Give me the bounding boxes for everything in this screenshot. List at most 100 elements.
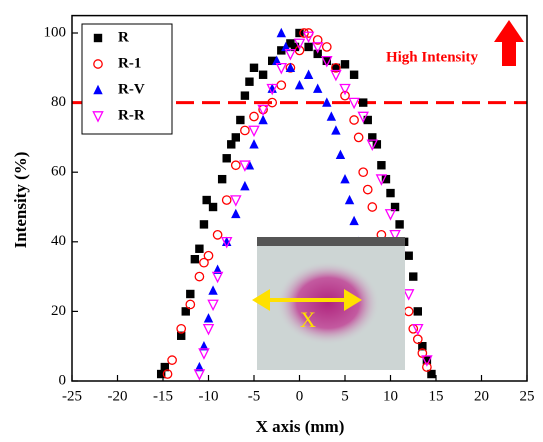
point [412,323,424,336]
point [258,114,268,125]
point [258,70,268,79]
point [321,55,333,68]
point [363,115,372,125]
point [199,220,209,229]
y-tick-label: 40 [51,233,66,249]
point [285,62,296,72]
point [312,35,323,45]
point [357,111,369,124]
inset-photo [252,237,405,370]
point [208,202,218,212]
point [313,83,323,93]
point [331,125,341,135]
point [302,31,315,44]
point [418,342,427,351]
point [199,257,209,268]
point [277,46,286,55]
inset-label: X [300,307,316,332]
point [231,208,241,219]
point [331,62,341,73]
point [199,341,209,351]
x-tick-label: -15 [153,388,173,404]
point [362,184,373,195]
point [366,139,379,152]
point [212,229,223,240]
point [331,63,341,72]
point [284,49,297,61]
point [211,271,224,284]
point [240,125,250,136]
point [372,140,382,149]
x-axis-title: X axis (mm) [256,417,345,436]
point [281,41,291,52]
point [340,60,350,69]
point [221,195,232,205]
point [230,160,241,171]
point [193,369,206,381]
point [330,69,342,82]
y-axis-title: Intensity (%) [11,152,30,249]
point [195,244,204,253]
point [249,63,259,72]
point [203,313,214,323]
point [245,77,254,86]
point [384,209,397,221]
point [321,42,332,52]
point [348,97,360,110]
point [231,133,240,142]
point [167,355,177,365]
point [181,307,190,316]
point [299,28,309,38]
point [353,132,364,143]
point [236,115,245,125]
y-tick-label: 60 [51,164,66,180]
point [404,251,413,260]
point [208,285,218,295]
point [160,362,170,372]
point [294,80,305,90]
point [207,299,219,312]
legend-label: R-V [118,81,145,97]
point [395,220,404,229]
point [339,83,351,96]
point [344,194,355,205]
x-tick-label: -10 [199,388,219,404]
point [349,70,359,79]
point [390,202,400,212]
point [304,42,313,52]
point [249,111,259,122]
point [194,361,205,372]
point [340,90,350,101]
point [303,69,314,79]
point [422,355,432,365]
x-tick-label: 25 [520,388,535,404]
point [272,55,282,66]
legend-marker [93,84,103,95]
legend-marker [93,33,103,43]
point [368,133,377,142]
point [276,80,287,91]
x-tick-label: 10 [383,388,398,404]
point [293,38,306,51]
point [220,236,233,249]
point [176,323,187,334]
x-tick-label: 5 [341,388,349,404]
point [185,299,196,310]
y-tick-label: 20 [51,303,66,319]
point [248,125,260,138]
point [349,115,359,125]
point [162,369,173,379]
point [257,104,269,117]
point [322,56,331,66]
point [358,167,369,178]
y-tick-label: 80 [51,94,66,110]
point [286,39,295,48]
point [421,355,433,367]
point [217,174,227,184]
legend-marker [93,59,103,69]
point [267,97,278,108]
point [202,323,215,336]
legend-label: R-R [118,107,145,123]
legend-box [81,23,173,135]
point [313,49,322,59]
